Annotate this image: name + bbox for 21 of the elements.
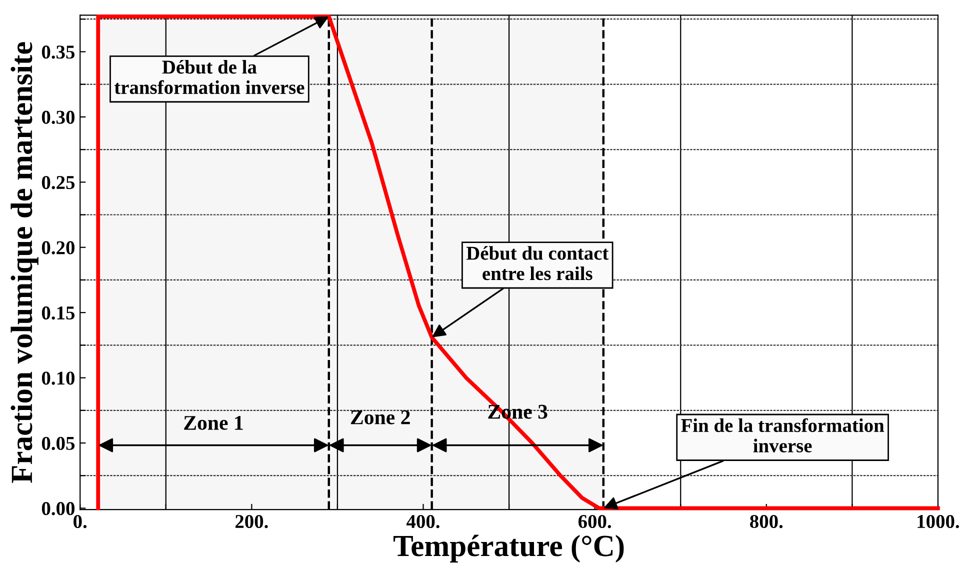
y-tick-label: 0.00 xyxy=(42,502,74,516)
annotation: Début du contact entre les rails xyxy=(466,246,609,280)
x-tick-label: 1000. xyxy=(918,514,959,528)
y-tick-label: 0.20 xyxy=(42,241,74,254)
y-tick-label: 0.10 xyxy=(42,372,74,385)
x-tick-label: 200. xyxy=(235,514,268,528)
y-tick-label: 0.15 xyxy=(42,306,75,320)
x-tick-label: 800. xyxy=(750,514,783,528)
y-tick-label: 0.25 xyxy=(42,176,75,190)
annotation: Début de la transformation inverse xyxy=(114,60,304,94)
annotation: Fin de la transformation inverse xyxy=(681,418,884,452)
band-label: Zone 2 xyxy=(350,410,410,424)
y-tick-label: 0.35 xyxy=(42,46,75,59)
y-tick-label: 0.30 xyxy=(42,110,74,124)
x-tick-label: 0. xyxy=(74,514,87,528)
band-label: Zone 1 xyxy=(184,416,243,430)
y-tick-label: 0.05 xyxy=(42,436,75,450)
x-axis-title: Température (°C) xyxy=(393,534,624,563)
y-axis-title: Fraction volumique de martensite xyxy=(10,42,38,483)
x-tick-label: 600. xyxy=(578,514,611,528)
x-tick-label: 400. xyxy=(406,514,440,528)
